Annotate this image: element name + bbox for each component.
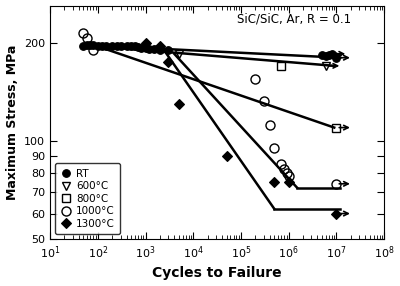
- Text: SiC/SiC, Ar, R = 0.1: SiC/SiC, Ar, R = 0.1: [237, 13, 351, 25]
- Legend: RT, 600°C, 800°C, 1000°C, 1300°C: RT, 600°C, 800°C, 1000°C, 1300°C: [55, 163, 120, 234]
- X-axis label: Cycles to Failure: Cycles to Failure: [152, 267, 282, 281]
- Y-axis label: Maximum Stress, MPa: Maximum Stress, MPa: [6, 45, 18, 200]
